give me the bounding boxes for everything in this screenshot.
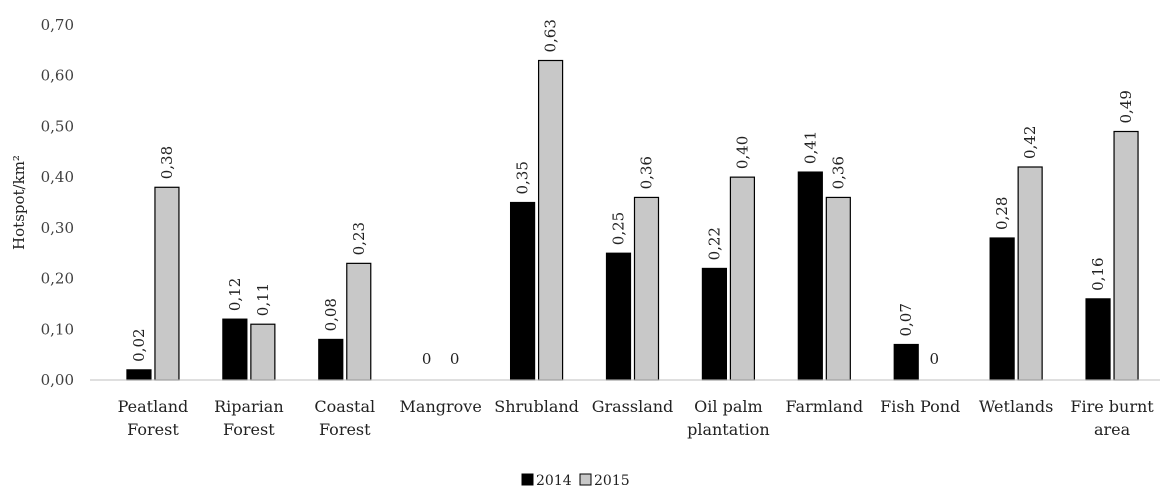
bar-2015 [1113,130,1139,381]
bar-2014 [893,343,919,381]
data-label-2014: 0,08 [322,298,340,331]
x-category-label: Grassland [592,397,674,416]
data-label-2014: 0 [422,350,432,368]
legend-swatch-2015 [579,473,592,486]
bar-2015 [154,186,180,381]
data-label-2015: 0,23 [350,222,368,255]
bar-2015 [825,196,851,381]
x-category-label: Farmland [786,397,864,416]
bar-2015 [250,323,276,381]
data-label-2015: 0,36 [829,156,847,189]
bar-2015 [537,59,564,381]
data-label-2014: 0,22 [705,227,723,260]
bar-2015 [729,176,756,381]
x-category-label: Mangrove [400,397,482,416]
bar-2014 [509,201,536,381]
bar-2015 [633,196,660,381]
y-tick-label: 0,70 [41,16,74,34]
bar-2014 [126,369,152,381]
data-label-2015: 0 [450,350,460,368]
legend-label: 2015 [594,473,630,489]
bar-2014 [605,252,632,381]
data-labels: 0,020,380,12 0,11 0,080,230 00,350,630,250,… [130,19,1135,368]
data-label-2014: 0,41 [801,131,819,164]
y-tick-label: 0,20 [41,270,74,288]
y-tick-label: 0,30 [41,219,74,237]
bar-2015 [1017,166,1043,381]
data-label-2014: 0,02 [130,328,148,361]
y-tick-label: 0,40 [41,168,74,186]
data-label-2014: 0,07 [897,303,915,336]
y-axis-label: Hotspot/km² [10,155,28,250]
x-category-label: Coastal Forest [314,397,375,439]
bar-2015 [346,262,372,381]
x-axis-categories: Peatland Forest Riparian Forest Coastal Fores… [118,397,1155,439]
data-label-2015: 0 [929,350,939,368]
bar-2014 [222,318,248,381]
data-label-2015: 0,11 [254,283,272,316]
data-label-2015: 0,38 [158,146,176,179]
bar-2014 [318,338,344,381]
data-label-2014: 0,12 [226,278,244,311]
data-label-2015: 0,49 [1117,90,1135,123]
data-label-2014: 0,28 [993,197,1011,230]
x-category-label: Riparian Forest [214,397,284,439]
x-category-label: Shrubland [494,397,579,416]
data-label-2015: 0,63 [542,19,560,52]
x-category-label: Wetlands [979,397,1053,416]
x-category-label: Oil palm plantation [687,397,770,439]
x-category-label: Fire burnt area [1070,397,1154,439]
bar-2014 [989,237,1015,381]
data-label-2014: 0,16 [1089,257,1107,290]
data-label-2015: 0,42 [1021,126,1039,159]
data-label-2015: 0,40 [733,136,751,169]
data-label-2015: 0,36 [638,156,656,189]
legend-swatch-2014 [521,473,534,486]
x-category-label: Peatland Forest [118,397,189,439]
y-tick-label: 0,60 [41,67,74,85]
y-tick-label: 0,50 [41,117,74,135]
bar-2014 [797,171,823,381]
bars [126,59,1139,381]
data-label-2014: 0,25 [610,212,628,245]
bar-2014 [1085,298,1111,381]
x-category-label: Fish Pond [880,397,960,416]
bar-2014 [701,267,728,381]
y-tick-label: 0,00 [41,371,74,389]
y-tick-label: 0,10 [41,320,74,338]
y-axis-ticks: 0,00 0,10 0,20 0,30 0,40 0,50 0,60 0,70 [41,16,74,389]
legend: 2014 2015 [521,473,630,489]
legend-label: 2014 [536,473,572,489]
data-label-2014: 0,35 [514,161,532,194]
